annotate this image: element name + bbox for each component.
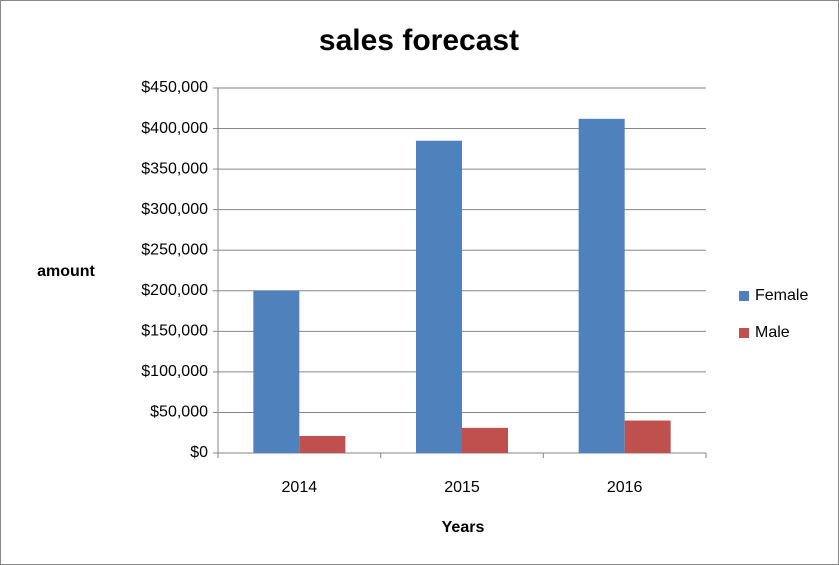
legend-label: Female	[755, 287, 808, 304]
legend-label: Male	[755, 324, 790, 341]
y-tick-label: $100,000	[141, 363, 208, 380]
y-tick-label: $400,000	[141, 120, 208, 137]
y-tick-label: $250,000	[141, 241, 208, 258]
y-axis-title: amount	[37, 263, 95, 280]
bar	[624, 420, 671, 453]
y-tick-label: $450,000	[141, 79, 208, 96]
y-tick-label: $0	[190, 444, 208, 461]
x-tick-label: 2016	[607, 479, 643, 496]
x-axis-title: Years	[442, 519, 485, 536]
bar	[578, 118, 625, 454]
bar	[299, 435, 346, 453]
y-tick-label: $150,000	[141, 323, 208, 340]
bar	[416, 140, 462, 453]
y-tick-label: $300,000	[141, 201, 208, 218]
x-tick-label: 2015	[444, 479, 480, 496]
chart-title: sales forecast	[319, 24, 519, 57]
y-tick-label: $350,000	[141, 160, 208, 177]
y-tick-label: $50,000	[150, 404, 208, 421]
legend-swatch	[739, 291, 749, 301]
bar	[253, 290, 300, 453]
y-tick-label: $200,000	[141, 282, 208, 299]
legend-swatch	[739, 328, 749, 338]
bar	[462, 427, 508, 453]
x-tick-label: 2014	[282, 479, 318, 496]
